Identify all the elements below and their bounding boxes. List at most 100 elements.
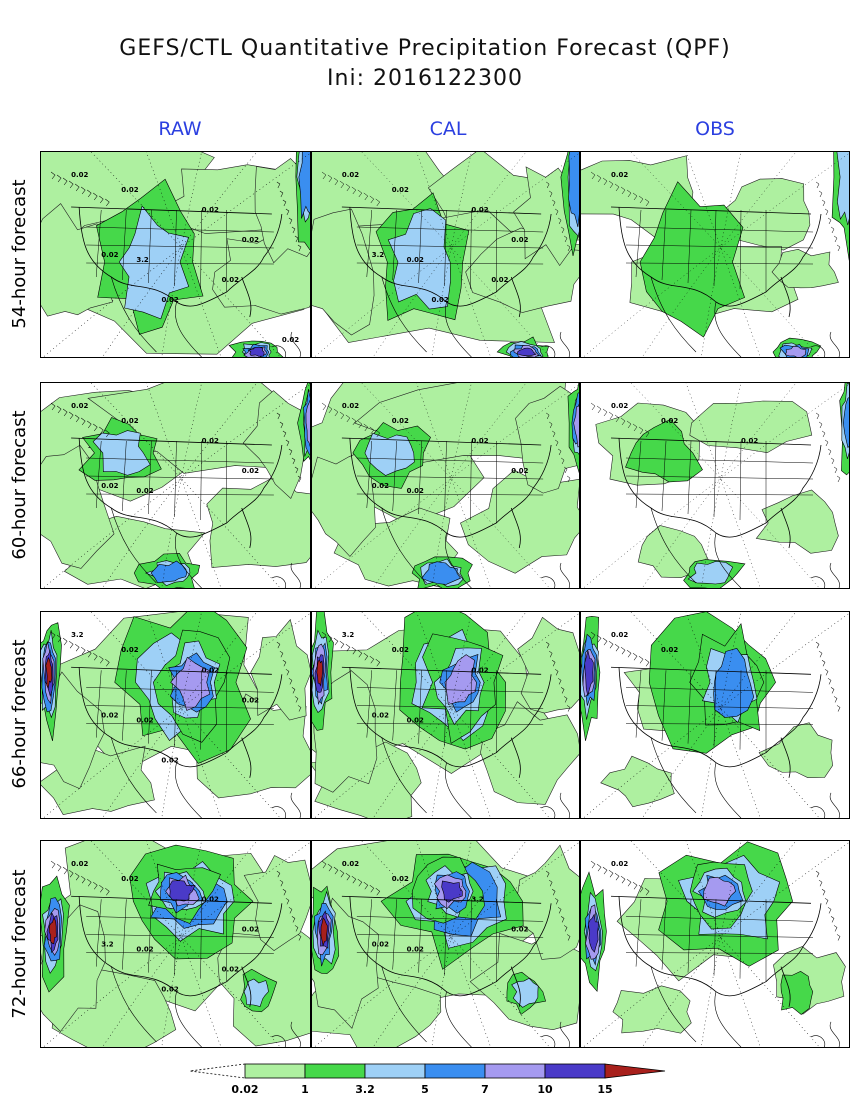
contour-label: 0.02 [471, 666, 488, 674]
contour-label: 0.02 [222, 275, 239, 284]
contour-label: 0.02 [242, 235, 259, 244]
contour-label: 0.02 [101, 481, 118, 490]
colorbar-segment [364, 1063, 426, 1079]
map-panel-row3-obs: 0.02 [580, 840, 850, 1048]
contour-label: 0.02 [202, 436, 219, 445]
precip-field: 0.02 0.02 0.02 3.2 0.02 0.02 0.02 0.02 [41, 841, 310, 1047]
contour-label: 0.02 [372, 940, 389, 948]
row-label-66h: 66-hour forecast [9, 639, 30, 789]
colorbar-segment [304, 1063, 366, 1079]
contour-label: 3.2 [372, 251, 384, 259]
colorbar-tick-label: 10 [537, 1083, 553, 1096]
contour-label: 0.02 [372, 711, 389, 719]
colorbar-tick-label: 7 [481, 1083, 489, 1096]
contour-label: 0.02 [242, 466, 259, 475]
row-label-72h: 72-hour forecast [9, 869, 30, 1019]
colorbar-segment [244, 1063, 306, 1079]
column-header-raw: RAW [158, 118, 202, 140]
contour-label: 0.02 [661, 417, 678, 425]
precip-field: 0.02 [581, 841, 849, 1047]
contour-label: 0.02 [611, 859, 628, 868]
map-panel-row2-cal: 3.2 0.02 0.02 0.02 0.02 [311, 611, 580, 819]
contour-label: 0.02 [202, 205, 219, 214]
contour-label: 0.02 [161, 756, 178, 765]
contour-label: 0.02 [407, 946, 424, 954]
contour-label: 0.02 [136, 716, 153, 725]
colorbar-segment [424, 1063, 486, 1079]
contour-label: 0.02 [342, 171, 359, 179]
contour-label: 0.02 [511, 467, 528, 475]
contour-label: 0.02 [511, 925, 528, 933]
contour-label: 0.02 [71, 401, 88, 410]
contour-label: 0.02 [71, 859, 88, 868]
map-panel-row0-raw: 0.02 0.02 0.02 0.02 3.2 0.02 0.02 0.02 0.02 [40, 151, 311, 358]
contour-label: 0.02 [71, 170, 88, 179]
colorbar-high-arrow [604, 1063, 666, 1079]
contour-label: 0.02 [407, 256, 424, 264]
contour-label: 0.02 [471, 437, 488, 445]
colorbar-tick-label: 0.02 [231, 1083, 259, 1096]
contour-label: 0.02 [161, 985, 178, 994]
contour-label: 0.02 [392, 646, 409, 654]
contour-label: 0.02 [242, 695, 259, 704]
contour-label: 0.02 [136, 945, 153, 954]
contour-label: 0.02 [136, 486, 153, 495]
contour-label: 3.2 [342, 631, 354, 639]
contour-label: 0.02 [202, 894, 219, 903]
contour-label: 0.02 [741, 437, 758, 445]
contour-label: 0.02 [372, 482, 389, 490]
contour-label: 0.02 [161, 295, 178, 304]
contour-label: 0.02 [491, 276, 508, 284]
contour-label: 3.2 [471, 895, 483, 903]
contour-label: 0.02 [392, 186, 409, 194]
map-panel-row0-obs: 0.02 [580, 151, 850, 358]
column-header-cal: CAL [429, 118, 467, 140]
precip-field: 0.02 0.02 0.02 [582, 383, 849, 588]
page-title: GEFS/CTL Quantitative Precipitation Fore… [119, 36, 731, 61]
contour-label: 3.2 [136, 255, 149, 264]
init-time-subtitle: Ini: 2016122300 [327, 66, 523, 91]
contour-label: 3.2 [101, 940, 114, 949]
colorbar-tick-label: 1 [301, 1083, 309, 1096]
contour-label: 0.02 [222, 965, 239, 974]
colorbar-low-arrow [189, 1063, 246, 1079]
precip-field: 0.02 0.02 3.2 0.02 0.02 0.02 [312, 841, 579, 1047]
contour-label: 0.02 [511, 236, 528, 244]
contour-label: 0.02 [202, 665, 219, 674]
precip-field: 3.2 0.02 0.02 0.02 0.02 [312, 612, 579, 818]
contour-label: 0.02 [471, 206, 488, 214]
contour-label: 0.02 [611, 171, 628, 179]
colorbar-tick-label: 5 [421, 1083, 429, 1096]
map-panel-row0-cal: 0.02 0.02 0.02 3.2 0.02 0.02 0.02 0.02 [311, 151, 580, 358]
contour-label: 3.2 [71, 630, 84, 639]
colorbar-segment [484, 1063, 546, 1079]
contour-label: 0.02 [407, 717, 424, 725]
precip-field: 0.02 0.02 [581, 612, 849, 818]
colorbar-segment [544, 1063, 606, 1079]
map-panel-row3-cal: 0.02 0.02 3.2 0.02 0.02 0.02 [311, 840, 580, 1048]
contour-label: 0.02 [342, 402, 359, 410]
contour-label: 0.02 [392, 875, 409, 883]
contour-label: 0.02 [407, 487, 424, 495]
map-panel-row1-cal: 0.02 0.02 0.02 0.02 0.02 0.02 [311, 382, 580, 589]
precip-field: 0.02 0.02 0.02 3.2 0.02 0.02 0.02 0.02 [312, 152, 579, 357]
contour-label: 0.02 [242, 924, 259, 933]
contour-label: 0.02 [121, 416, 138, 425]
contour-label: 0.02 [121, 185, 138, 194]
contour-label: 0.02 [342, 860, 359, 868]
column-header-obs: OBS [695, 118, 735, 140]
contour-label: 0.02 [392, 417, 409, 425]
colorbar-tick-label: 15 [597, 1083, 613, 1096]
row-label-54h: 54-hour forecast [9, 179, 30, 329]
contour-label: 0.02 [121, 645, 138, 654]
precip-field: 3.2 0.02 0.02 0.02 0.02 0.02 0.02 [41, 612, 310, 818]
precip-field: 0.02 [581, 152, 849, 357]
precip-field: 0.02 0.02 0.02 0.02 0.02 0.02 [312, 383, 579, 588]
row-label-60h: 60-hour forecast [9, 410, 30, 560]
map-panel-row3-raw: 0.02 0.02 0.02 3.2 0.02 0.02 0.02 0.02 [40, 840, 311, 1048]
contour-label: 0.02 [661, 645, 678, 654]
map-panel-row2-raw: 3.2 0.02 0.02 0.02 0.02 0.02 0.02 [40, 611, 311, 819]
map-panel-row2-obs: 0.02 0.02 [580, 611, 850, 819]
precip-field: 0.02 0.02 0.02 0.02 3.2 0.02 0.02 0.02 0.02 [41, 152, 310, 357]
contour-label: 0.02 [432, 296, 449, 304]
